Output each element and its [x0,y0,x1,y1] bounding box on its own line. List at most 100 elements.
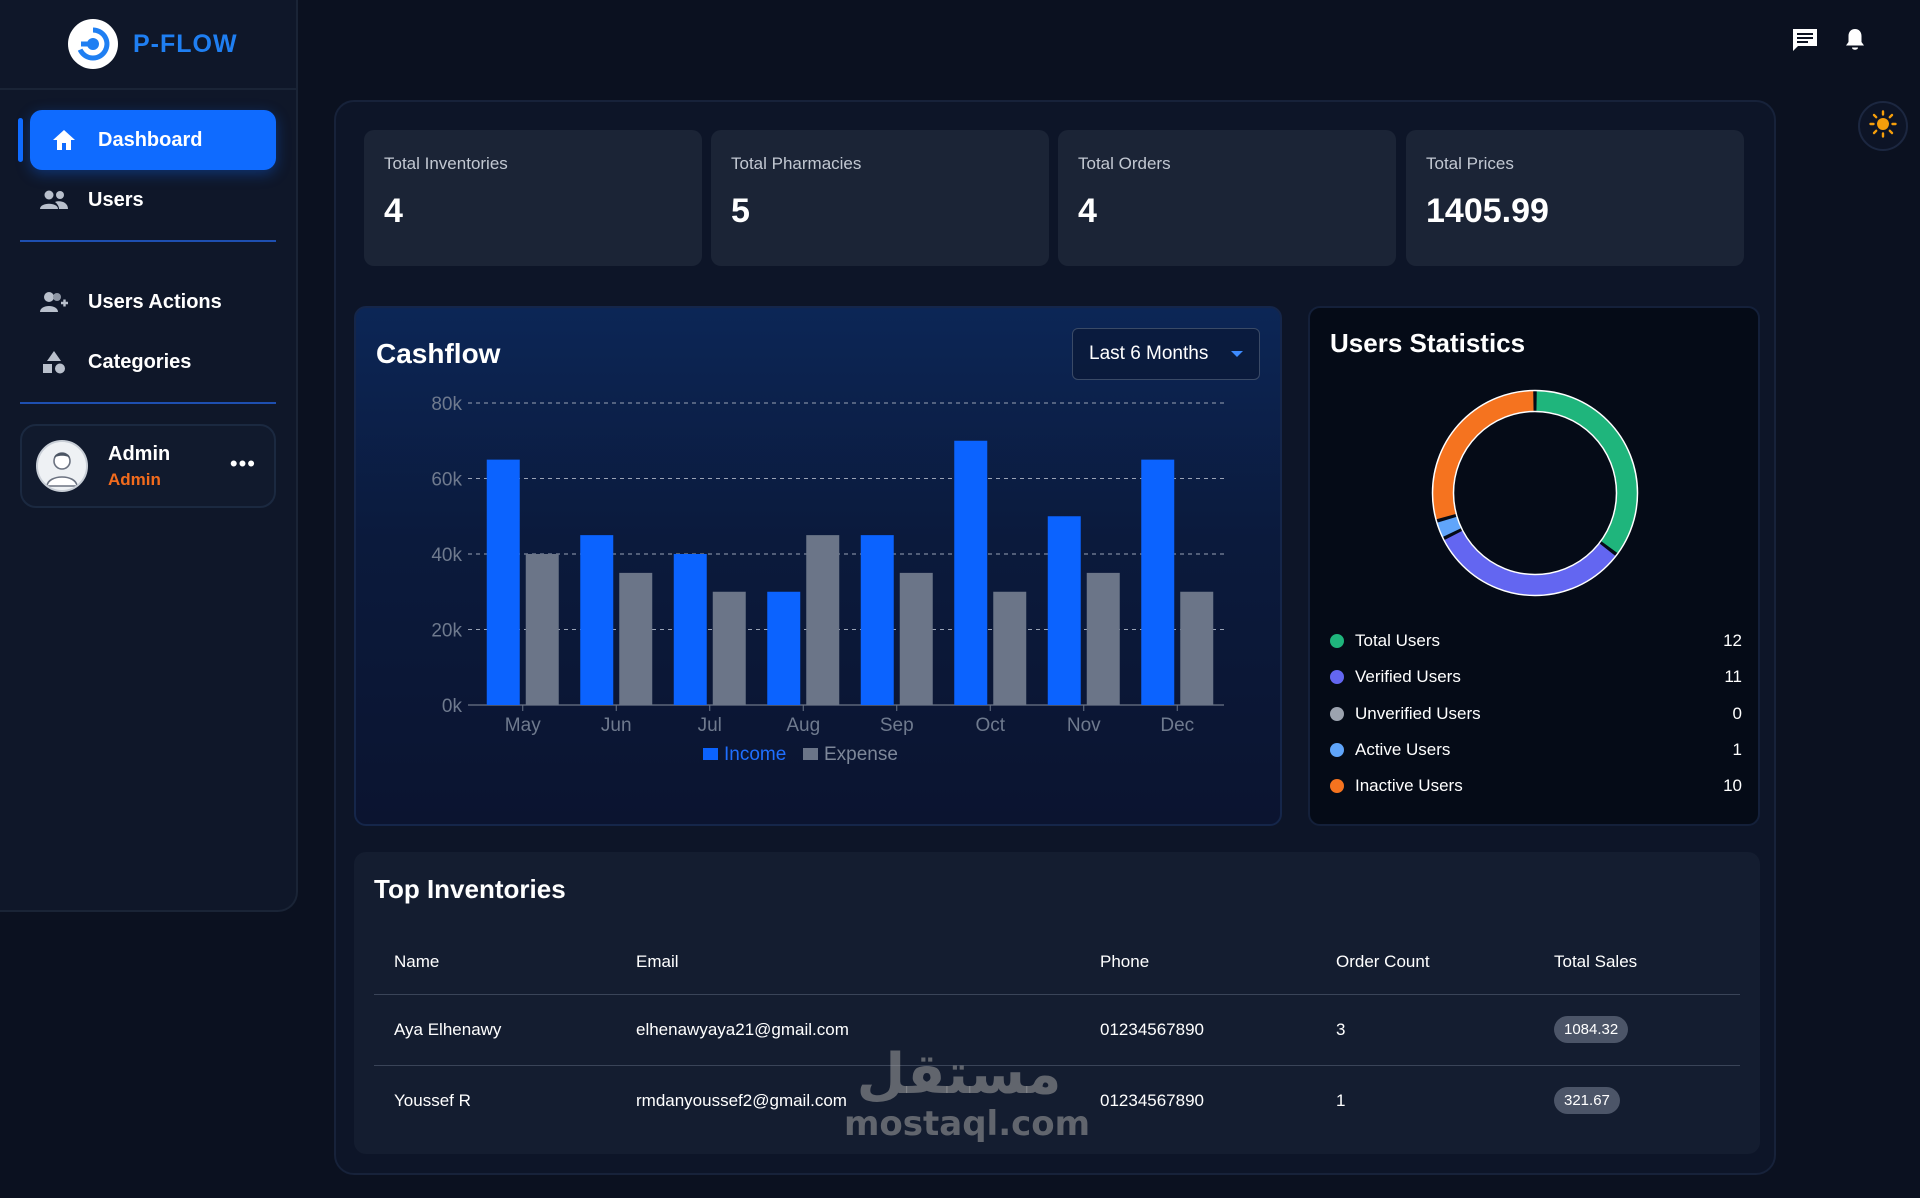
user-name: Admin [108,442,171,465]
user-profile-card[interactable]: Admin Admin ••• [20,424,276,508]
user-role: Admin [108,469,161,489]
stat-label: Total Inventories [384,154,508,173]
bar-expense [525,554,559,705]
x-tick-label: Nov [1067,715,1101,736]
cell-phone: 01234567890 [1100,1090,1205,1110]
stat-card-total-pharmacies[interactable]: Total Pharmacies 5 [711,130,1049,266]
users-icon [40,186,68,214]
cell-total-sales: 1084.32 [1534,994,1740,1066]
legend-value: 11 [1724,667,1742,687]
sidebar-item-label: Users [88,188,144,211]
donut-segment-active-users[interactable] [1437,516,1462,537]
y-tick-label: 40k [431,545,462,566]
legend-label: Inactive Users [1355,776,1463,796]
sales-badge: 1084.32 [1554,1016,1629,1043]
legend-label: Expense [824,744,898,765]
bar-income [673,554,707,705]
legend-label: Unverified Users [1355,703,1481,723]
range-select[interactable]: Last 6 Months [1072,328,1260,380]
x-tick-label: Oct [975,715,1005,736]
legend-row: Active Users 1 [1330,732,1742,768]
brand[interactable]: P-FLOW [0,0,296,90]
column-header-total-sales[interactable]: Total Sales [1534,930,1740,995]
x-tick-label: Jul [698,715,722,736]
watermark: مستقل mostaql.com [844,1042,1091,1145]
donut-outline [1431,389,1639,597]
stat-label: Total Pharmacies [731,154,862,173]
column-header-phone[interactable]: Phone [1080,930,1316,995]
legend-dot [1330,706,1344,721]
cell-email: elhenawyaya21@gmail.com [616,994,1080,1066]
legend-value: 1 [1732,740,1742,760]
bar-expense [1180,591,1214,705]
stat-card-total-orders[interactable]: Total Orders 4 [1058,130,1396,266]
legend-label: Active Users [1355,740,1451,760]
donut-segment-inactive-users[interactable] [1433,391,1534,520]
donut-segment-total-users[interactable] [1536,391,1637,554]
legend-value: 10 [1723,776,1742,796]
y-tick-label: 0k [442,696,463,717]
table-header-row: Name Email Phone Order Count Total Sales [374,930,1740,995]
cell-total-sales: 321.67 [1534,1065,1740,1136]
watermark-latin: mostaql.com [844,1104,1091,1144]
sidebar: P-FLOW Dashboard Users [0,0,298,912]
users-statistics-title: Users Statistics [1330,328,1526,358]
brand-name: P-FLOW [133,29,238,58]
legend-dot [1330,779,1344,794]
donut-segment-verified-users[interactable] [1444,530,1616,595]
sidebar-divider [20,240,276,242]
users-statistics-legend: Total Users 12 Verified Users 11 Unverif… [1330,623,1742,804]
legend-value: 0 [1732,703,1742,723]
legend-label: Income [724,744,786,765]
more-options-icon[interactable]: ••• [229,451,256,476]
legend-row: Verified Users 11 [1330,659,1742,695]
sidebar-item-users-actions[interactable]: Users Actions [20,272,276,332]
legend-row: Total Users 12 [1330,623,1742,659]
stat-card-total-prices[interactable]: Total Prices 1405.99 [1406,130,1744,266]
watermark-arabic: مستقل [856,1042,1062,1107]
cell-name: Aya Elhenawy [374,994,616,1066]
sidebar-item-label: Categories [88,350,192,373]
x-tick-label: Sep [880,715,914,736]
legend-row: Unverified Users 0 [1330,696,1742,732]
dashboard-main: Total Inventories 4 Total Pharmacies 5 T… [334,100,1776,1175]
column-header-name[interactable]: Name [374,930,616,995]
brand-logo-icon [68,19,118,69]
bar-income [580,535,614,705]
stat-card-total-inventories[interactable]: Total Inventories 4 [364,130,702,266]
legend-dot [1330,670,1344,685]
x-tick-label: Aug [786,715,820,736]
users-statistics-card: Users Statistics Total Users 12 Verified… [1308,306,1760,826]
bar-income [1047,516,1081,705]
column-header-order-count[interactable]: Order Count [1316,930,1534,995]
sidebar-item-label: Dashboard [98,128,203,151]
bar-expense [712,591,746,705]
bar-income [860,535,894,705]
stat-label: Total Prices [1426,154,1514,173]
cell-name: Youssef R [394,1090,471,1110]
table-row[interactable]: Youssef R rmdanyoussef2@gmail.com 012345… [374,1065,1740,1136]
bar-expense [1086,572,1120,705]
cell-phone: 01234567890 [1080,994,1316,1066]
theme-toggle-button[interactable] [1858,101,1908,151]
sales-badge: 321.67 [1554,1087,1620,1115]
chevron-down-icon [1231,351,1243,357]
sidebar-item-users[interactable]: Users [20,170,276,230]
sidebar-item-categories[interactable]: Categories [20,332,276,392]
legend-label: Verified Users [1355,667,1461,687]
bar-expense [993,591,1027,705]
y-tick-label: 20k [431,621,462,642]
table-row[interactable]: Aya Elhenawy elhenawyaya21@gmail.com 012… [374,994,1740,1066]
stat-value: 5 [731,192,750,230]
sidebar-nav: Dashboard Users User [0,90,296,508]
bell-icon[interactable] [1845,28,1865,57]
inventories-table: Name Email Phone Order Count Total Sales… [374,930,1740,1136]
sidebar-item-dashboard[interactable]: Dashboard [18,110,276,170]
column-header-email[interactable]: Email [616,930,1080,995]
x-tick-label: Dec [1160,715,1194,736]
cashflow-chart: 0k 20k 40k 60k 80k May Jun Jul Aug Sep Oct Nov Dec In… [431,394,1224,765]
message-icon[interactable] [1792,28,1818,57]
stat-label: Total Orders [1078,154,1171,173]
bar-income [767,591,801,705]
stat-value: 4 [384,192,403,230]
